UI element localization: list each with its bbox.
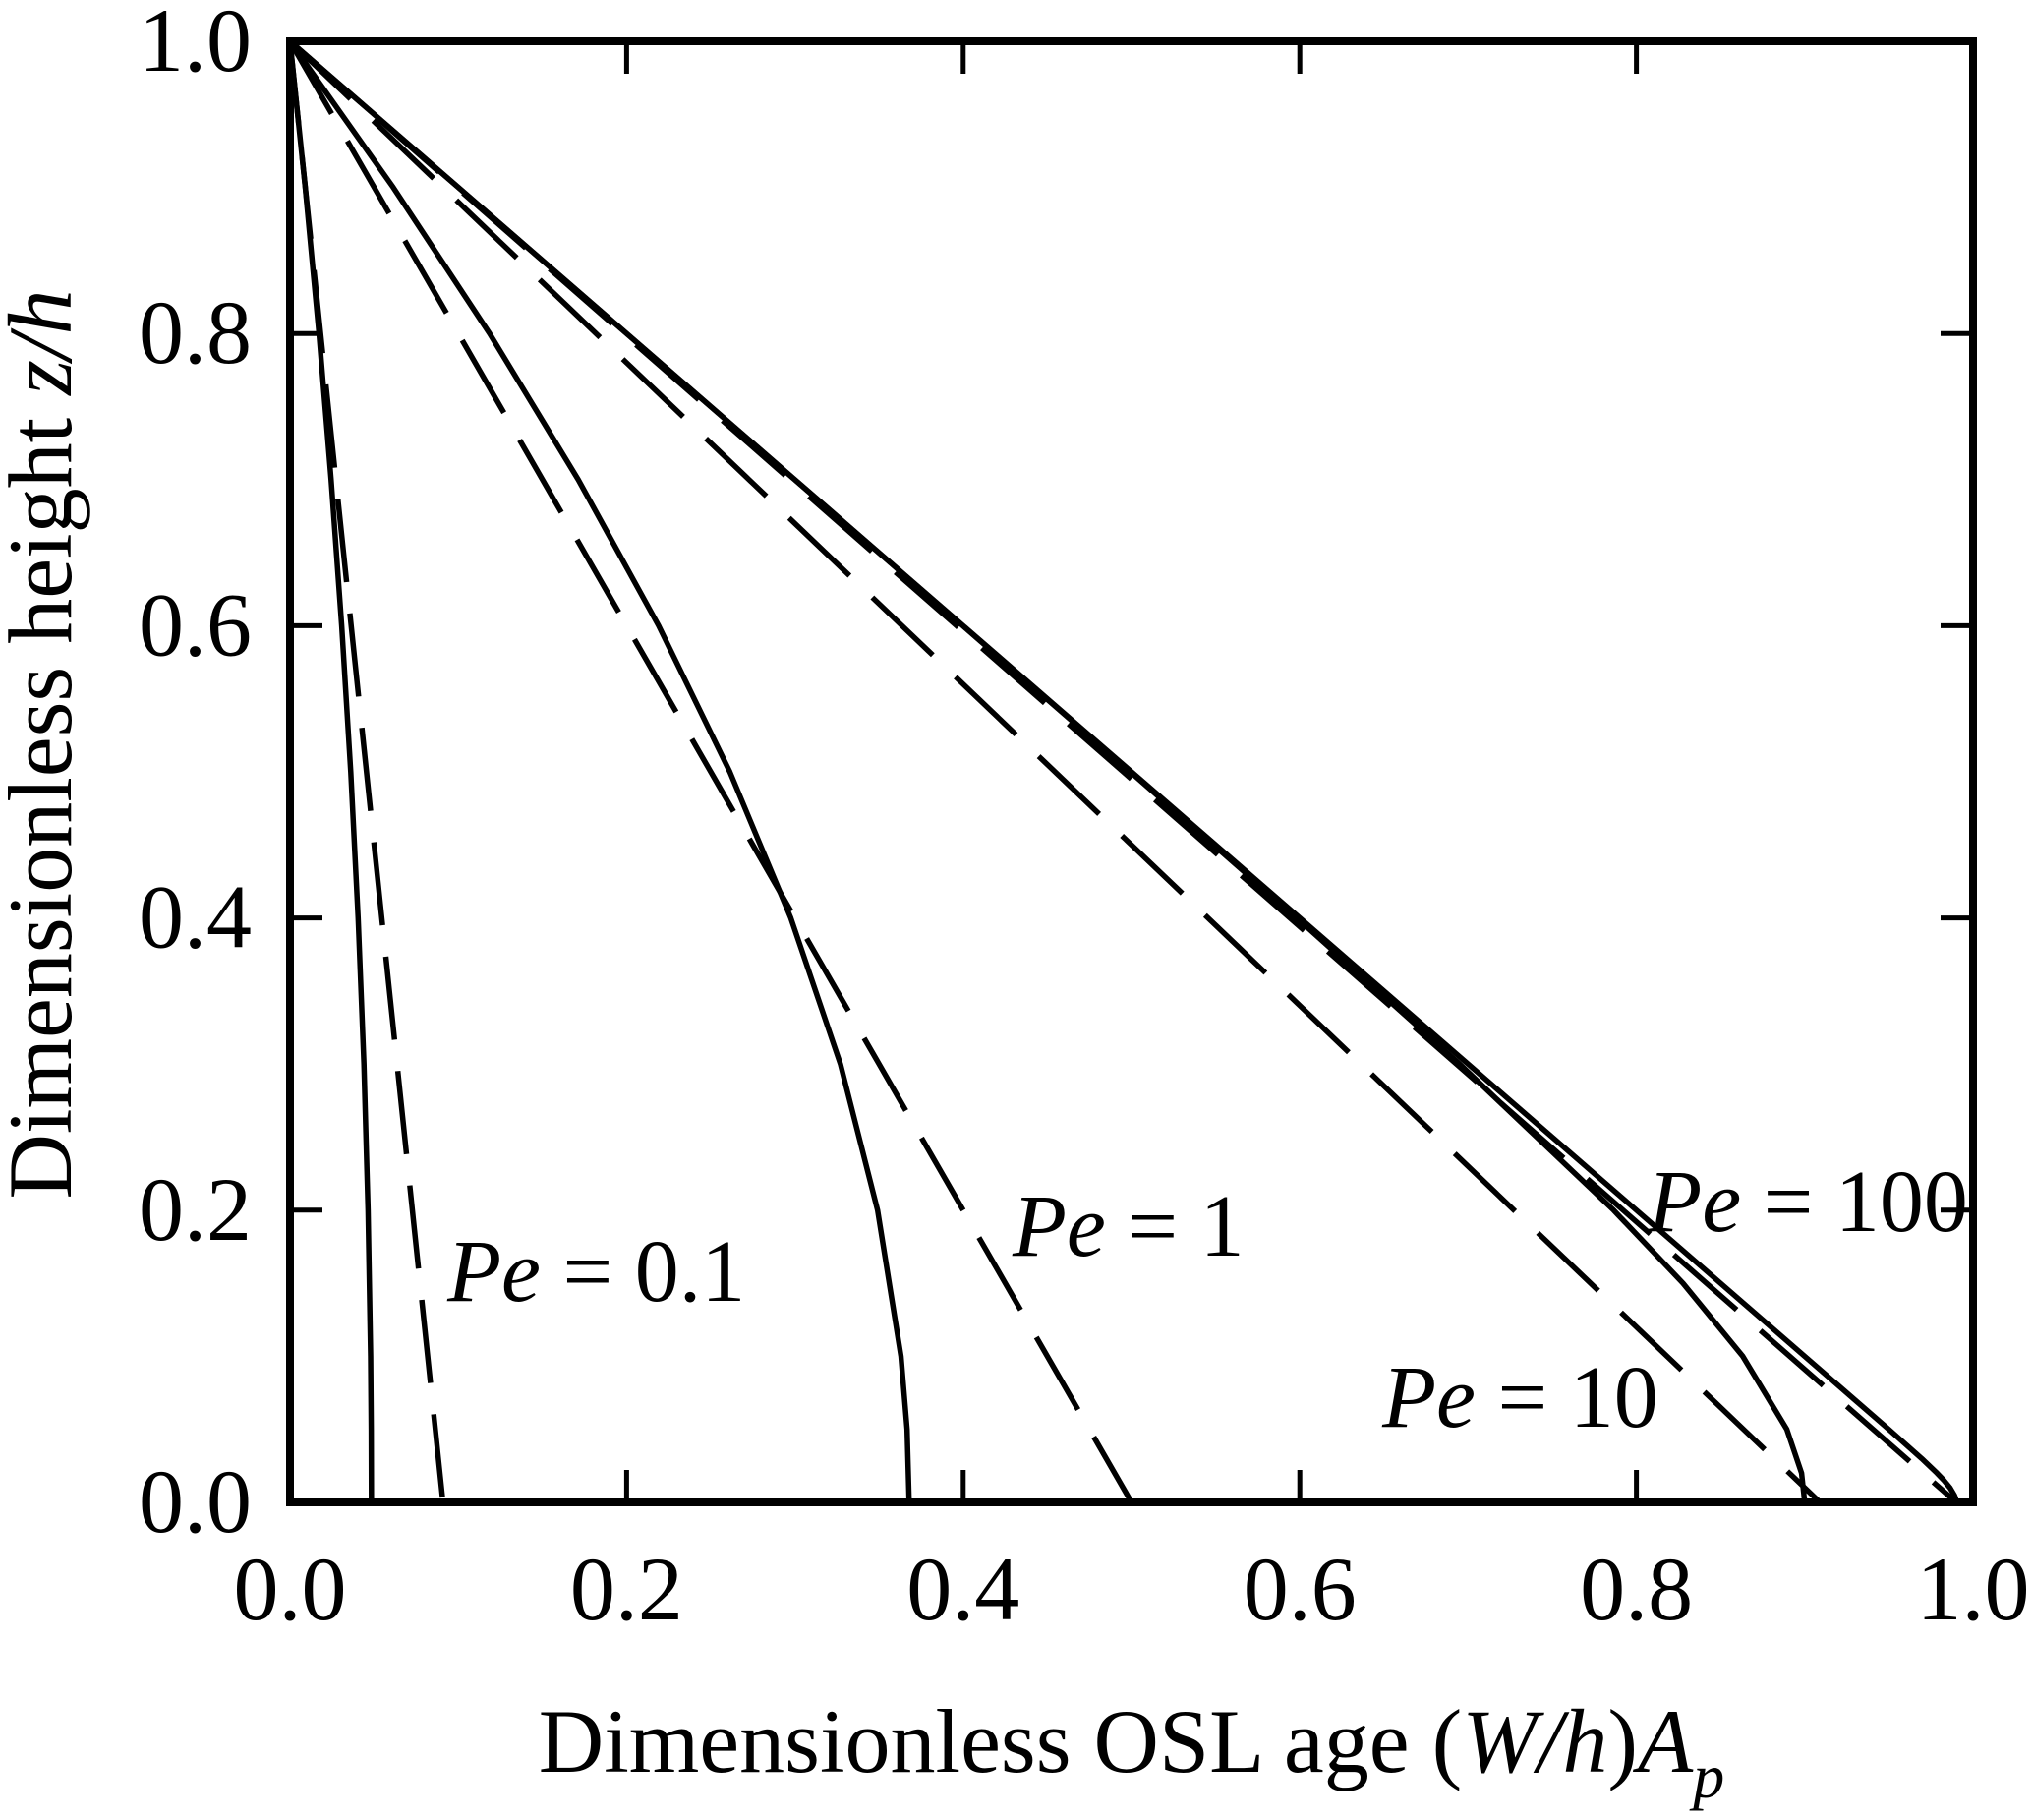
y-tick-label: 0.2 [139,1159,252,1260]
curve-pe-100-dashed [288,38,1958,1505]
label-part: W/h [1462,1691,1607,1791]
curve-pe-1-solid [287,39,912,1503]
label-part: Pe [1647,1153,1741,1251]
label-part: = 10 [1476,1349,1658,1446]
label-part: Pe [446,1223,541,1321]
y-tick-label: 0.6 [139,574,252,675]
label-part: Dimensionless height [0,395,90,1200]
curve-pe-10-dashed [288,39,1823,1504]
curve-pe-1-dashed [287,39,1134,1504]
y-tick-label: 0.4 [139,867,252,968]
label-part: Pe [1381,1349,1476,1446]
x-tick-label: 1.0 [1917,1539,2030,1639]
label-part: = 1 [1106,1178,1245,1275]
curve-pe-0-1-dashed [287,40,446,1503]
label-part: = 100 [1741,1153,1968,1251]
label-part: ) [1607,1691,1638,1791]
curve-label-pe-1: Pe = 1 [1012,1178,1245,1275]
x-tick-label: 0.6 [1244,1539,1357,1639]
y-tick-label: 0.8 [139,282,252,382]
curve-label-pe-10: Pe = 10 [1381,1349,1658,1446]
label-part: p [1689,1741,1724,1811]
label-part: Dimensionless OSL age ( [539,1691,1462,1791]
x-tick-label: 0.4 [906,1539,1019,1639]
y-tick-label: 1.0 [139,0,252,90]
label-part: A [1632,1691,1694,1791]
curve-label-pe-0.1: Pe = 0.1 [446,1223,745,1321]
x-tick-label: 0.8 [1580,1539,1693,1639]
x-axis-title: Dimensionless OSL age (W/h)Ap [539,1691,1725,1811]
curve-label-pe-100: Pe = 100 [1647,1153,1968,1251]
label-part: z/h [0,289,90,396]
x-tick-label: 0.0 [234,1539,347,1639]
curve-pe-100-solid [288,38,1959,1504]
label-part: Pe [1012,1178,1106,1275]
y-tick-label: 0.0 [139,1451,252,1552]
label-part: = 0.1 [541,1223,745,1321]
x-tick-label: 0.2 [570,1539,683,1639]
curve-pe-0-1-solid [287,40,375,1503]
y-axis-title: Dimensionless height z/h [0,289,90,1199]
